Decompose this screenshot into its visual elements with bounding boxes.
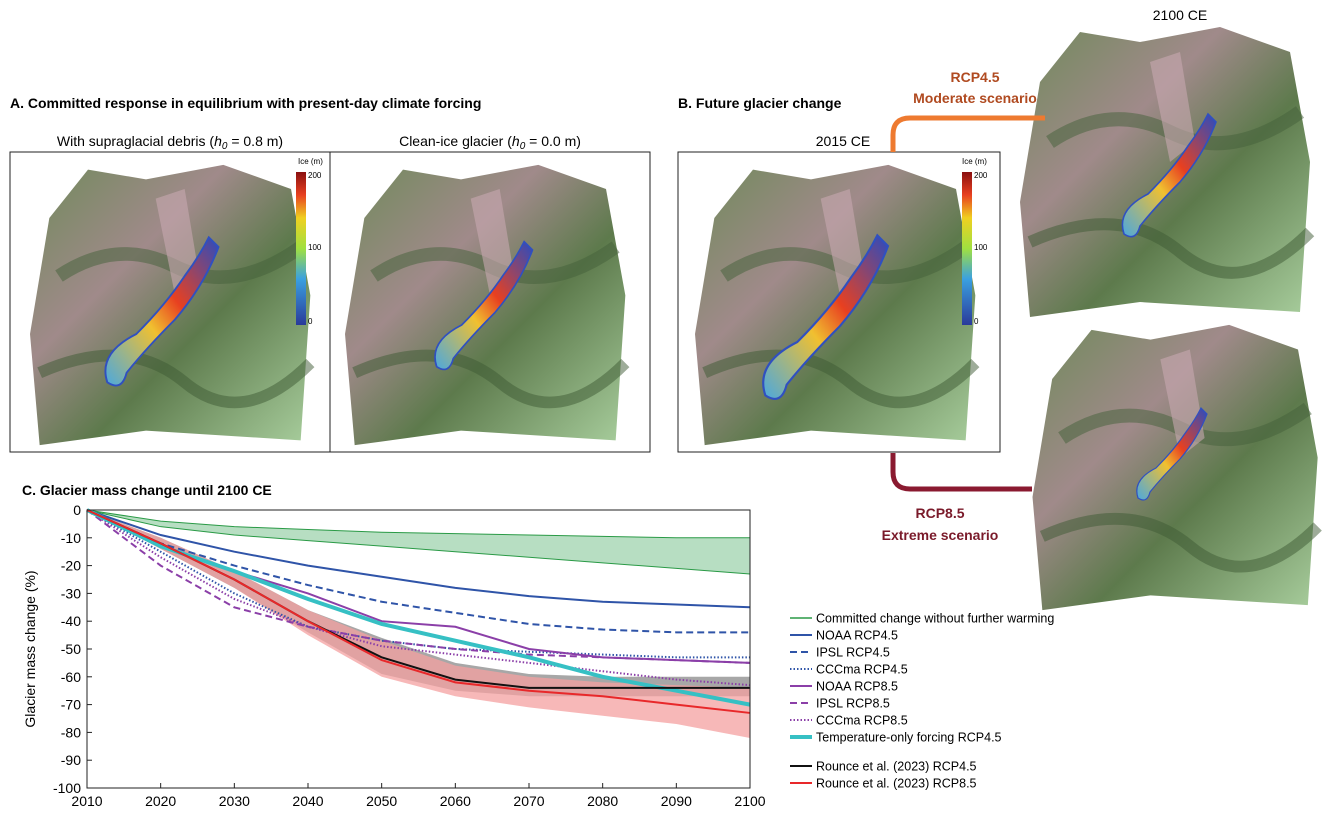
colorbar-label: 0 [308,317,313,326]
label-var: h [214,133,222,149]
colorbar [962,172,972,325]
terrain-map [1020,27,1310,317]
colorbar-label: 100 [308,243,322,252]
label-part: Clean-ice glacier ( [399,133,512,149]
chart-title: C. Glacier mass change until 2100 CE [22,482,272,498]
series-line [86,508,751,707]
y-tick-label: -10 [61,530,81,546]
series-line [86,509,751,714]
moderate-connector [890,115,1045,152]
y-tick-label: -40 [61,613,81,629]
x-tick-label: 2100 [734,793,765,809]
extreme-connector [890,453,1032,492]
y-tick-label: -50 [61,641,81,657]
colorbar-title: Ice (m) [298,157,323,166]
panel-b-title: B. Future glacier change [678,95,842,111]
label-var: h [512,133,520,149]
series-line [86,509,750,539]
y-tick-label: -90 [61,752,81,768]
y-tick-label: 0 [73,502,81,518]
x-tick-label: 2050 [366,793,397,809]
panel-a-title: A. Committed response in equilibrium wit… [10,95,481,111]
y-tick-label: -100 [53,780,81,796]
colorbar [296,172,306,325]
colorbar-title: Ice (m) [962,157,987,166]
legend-label: IPSL RCP4.5 [816,646,890,660]
moderate-name: RCP4.5 [950,69,999,85]
colorbar-label: 200 [974,171,988,180]
legend-label: Rounce et al. (2023) RCP4.5 [816,760,977,774]
label-part: = 0.0 m) [525,133,581,149]
legend-label: IPSL RCP8.5 [816,697,890,711]
y-axis-label: Glacier mass change (%) [22,570,38,727]
legend-label: NOAA RCP4.5 [816,629,898,643]
colorbar-label: 100 [974,243,988,252]
label-sub: 0 [222,141,228,152]
series-line [86,509,751,575]
y-tick-label: -20 [61,558,81,574]
series-line [86,509,751,664]
x-tick-label: 2040 [292,793,323,809]
y-tick-label: -60 [61,669,81,685]
x-tick-label: 2060 [440,793,471,809]
legend-label: Rounce et al. (2023) RCP8.5 [816,777,977,791]
colorbar-label: 200 [308,171,322,180]
panel-b-frame [677,151,1001,453]
series-band [87,510,750,574]
x-tick-label: 2020 [145,793,176,809]
label-sub: 0 [520,141,526,152]
x-tick-label: 2080 [587,793,618,809]
y-tick-label: -70 [61,697,81,713]
panel-a-left-label: With supraglacial debris (h0 = 0.8 m) [57,133,283,152]
series-line [86,509,750,634]
series-band [87,510,750,738]
extreme-desc: Extreme scenario [882,527,999,543]
start-label: 2015 CE [816,133,870,149]
legend-label: CCCma RCP8.5 [816,714,908,728]
label-part: = 0.8 m) [227,133,283,149]
terrain-map [1033,325,1318,610]
x-tick-label: 2070 [513,793,544,809]
extreme-name: RCP8.5 [915,505,964,521]
legend-label: Committed change without further warming [816,612,1054,626]
series-line [86,509,750,659]
x-tick-label: 2030 [219,793,250,809]
y-tick-label: -30 [61,585,81,601]
series-line [86,509,751,609]
legend-label: CCCma RCP4.5 [816,663,908,677]
panel-a-right-label: Clean-ice glacier (h0 = 0.0 m) [399,133,581,152]
moderate-desc: Moderate scenario [913,90,1037,106]
end-label: 2100 CE [1153,7,1207,23]
label-part: With supraglacial debris ( [57,133,215,149]
legend-label: NOAA RCP8.5 [816,680,898,694]
colorbar-label: 0 [974,317,979,326]
x-tick-label: 2010 [71,793,102,809]
y-tick-label: -80 [61,724,81,740]
x-tick-label: 2090 [661,793,692,809]
legend-label: Temperature-only forcing RCP4.5 [816,731,1002,745]
series-line [86,509,751,687]
